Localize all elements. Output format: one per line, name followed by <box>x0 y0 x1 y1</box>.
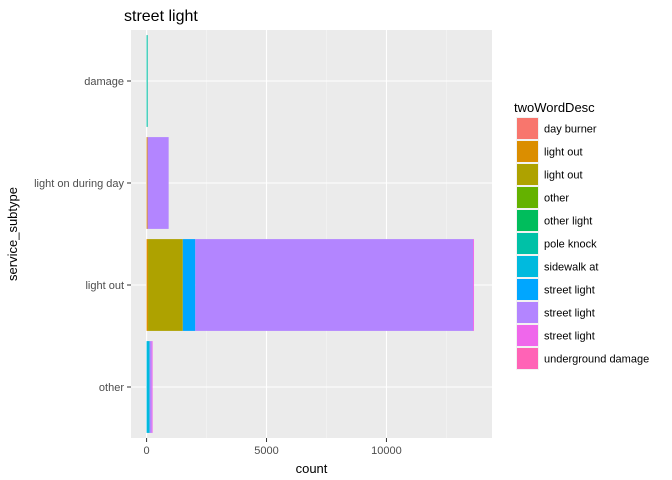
legend-swatch <box>517 141 538 162</box>
chart-title: street light <box>124 8 198 25</box>
x-tick-label: 10000 <box>371 445 402 457</box>
bar-segment <box>146 137 148 229</box>
y-axis-label: service_subtype <box>5 187 20 281</box>
bars <box>146 35 475 433</box>
bar-segment <box>195 239 474 331</box>
minor-gridlines <box>206 30 447 438</box>
bar-segment <box>146 341 150 433</box>
bar-segment <box>146 239 149 331</box>
y-tick-label: other <box>99 382 124 394</box>
plot-panel <box>131 30 492 438</box>
y-tick-label: light on during day <box>34 178 124 190</box>
legend-swatch <box>517 256 538 277</box>
bar-segment <box>147 137 169 229</box>
legend-label: street light <box>544 308 595 320</box>
legend-swatch <box>517 187 538 208</box>
legend-swatch <box>517 325 538 346</box>
y-axis: other light out light on during day damage <box>34 76 131 394</box>
legend-swatch <box>517 118 538 139</box>
legend-label: light out <box>544 147 583 159</box>
x-tick-label: 0 <box>144 445 150 457</box>
legend-swatch <box>517 210 538 231</box>
bar-segment <box>151 341 153 433</box>
legend-label: other <box>544 193 569 205</box>
legend-swatch <box>517 164 538 185</box>
bar-segment <box>148 239 183 331</box>
bar-segment <box>146 35 148 127</box>
legend-label: other light <box>544 216 592 228</box>
y-tick-label: light out <box>85 280 124 292</box>
legend-label: underground damage <box>544 354 649 366</box>
legend: twoWordDesc day burner light out light out… <box>514 100 649 370</box>
legend-swatch <box>517 348 538 369</box>
bar-segment <box>473 239 475 331</box>
y-tick-label: damage <box>84 76 124 88</box>
x-axis: 0 5000 10000 <box>144 438 402 457</box>
legend-swatch <box>517 302 538 323</box>
legend-label: sidewalk at <box>544 262 598 274</box>
legend-label: street light <box>544 331 595 343</box>
legend-label: street light <box>544 285 595 297</box>
x-tick-label: 5000 <box>254 445 278 457</box>
legend-label: light out <box>544 170 583 182</box>
legend-label: pole knock <box>544 239 597 251</box>
x-axis-label: count <box>296 461 328 476</box>
bar-segment <box>182 239 196 331</box>
legend-title: twoWordDesc <box>514 100 595 115</box>
legend-label: day burner <box>544 124 597 136</box>
legend-swatch <box>517 279 538 300</box>
bar-segment <box>149 341 152 433</box>
legend-swatch <box>517 233 538 254</box>
